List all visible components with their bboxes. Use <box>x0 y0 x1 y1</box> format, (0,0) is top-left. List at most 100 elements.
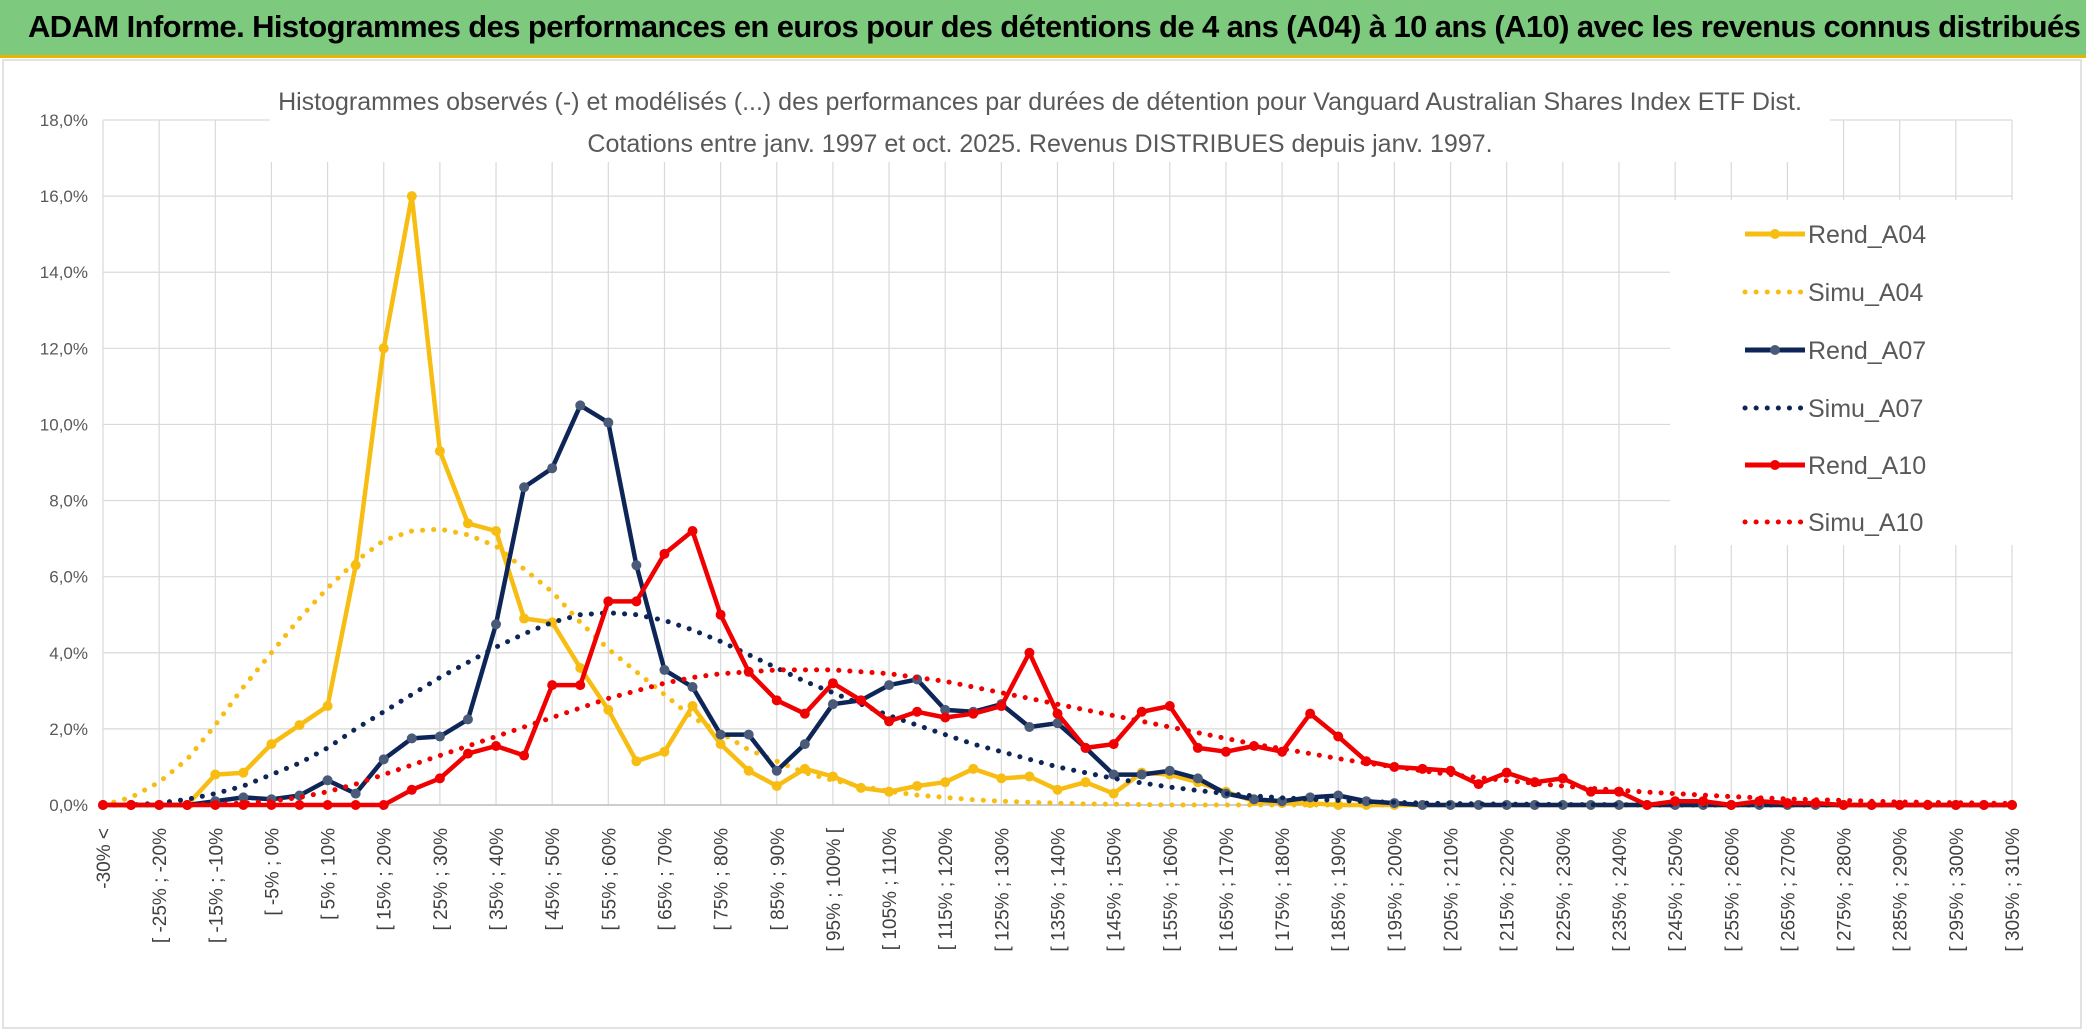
x-tick-label: [ 85% ; 90% <box>768 828 789 931</box>
data-point-rend-a10 <box>996 701 1007 712</box>
x-tick-label: [ 195% ; 200% <box>1385 828 1406 952</box>
x-tick-label: [ 305% ; 310% <box>2003 828 2024 952</box>
legend-label-simu-a04: Simu_A04 <box>1808 279 1923 307</box>
data-point-rend-a04 <box>434 446 445 457</box>
x-tick-label: [ -25% ; -20% <box>150 828 171 943</box>
data-point-rend-a04 <box>940 777 951 788</box>
data-point-rend-a10 <box>491 741 502 752</box>
x-tick-label: [ 135% ; 140% <box>1049 828 1070 952</box>
data-point-rend-a07 <box>771 765 782 776</box>
data-point-rend-a04 <box>968 763 979 774</box>
data-point-rend-a10 <box>1670 796 1681 807</box>
y-tick-label: 16,0% <box>40 187 88 206</box>
legend-marker-rend-a07 <box>1770 345 1780 355</box>
data-point-rend-a04 <box>406 191 417 202</box>
data-point-rend-a10 <box>884 716 895 727</box>
y-tick-label: 4,0% <box>49 644 88 663</box>
x-tick-label: [ 155% ; 160% <box>1161 828 1182 952</box>
legend-label-rend-a04: Rend_A04 <box>1808 221 1926 249</box>
data-point-rend-a10 <box>294 800 305 810</box>
data-point-rend-a10 <box>1866 800 1877 810</box>
data-point-rend-a07 <box>378 754 389 765</box>
data-point-rend-a10 <box>519 750 530 761</box>
title-background <box>270 82 1830 162</box>
data-point-rend-a10 <box>1220 746 1231 757</box>
y-tick-label: 0,0% <box>49 796 88 815</box>
x-tick-label: [ 115% ; 120% <box>936 828 957 950</box>
data-point-rend-a10 <box>547 680 558 691</box>
data-point-rend-a10 <box>799 708 810 719</box>
data-point-rend-a10 <box>1782 798 1793 809</box>
data-point-rend-a04 <box>1080 777 1091 788</box>
data-point-rend-a04 <box>912 780 923 791</box>
data-point-rend-a10 <box>1108 739 1119 750</box>
data-point-rend-a10 <box>715 609 726 620</box>
x-tick-label: [ 15% ; 20% <box>375 828 396 931</box>
data-point-rend-a04 <box>771 780 782 791</box>
x-tick-label: [ 225% ; 230% <box>1554 828 1575 952</box>
legend: Rend_A04 Simu_A04 Rend_A07 Simu_A07 Rend_A10… <box>1742 221 1926 537</box>
data-point-rend-a07 <box>434 731 445 742</box>
y-tick-label: 12,0% <box>40 339 88 358</box>
data-point-rend-a04 <box>294 720 305 731</box>
x-tick-label: [ 175% ; 180% <box>1273 828 1294 952</box>
data-point-rend-a10 <box>126 800 137 810</box>
legend-label-simu-a10: Simu_A10 <box>1808 509 1923 537</box>
data-point-rend-a07 <box>406 733 417 744</box>
data-point-rend-a07 <box>1164 765 1175 776</box>
data-point-rend-a10 <box>1642 800 1653 810</box>
x-tick-label: [ 25% ; 30% <box>431 828 452 931</box>
x-tick-label: [ 75% ; 80% <box>712 828 733 931</box>
data-point-rend-a10 <box>1557 773 1568 784</box>
data-point-rend-a10 <box>1473 779 1484 790</box>
data-point-rend-a04 <box>322 701 333 712</box>
series-lines <box>98 191 2017 810</box>
data-point-rend-a10 <box>603 596 614 607</box>
data-point-rend-a07 <box>940 704 951 715</box>
data-point-rend-a04 <box>238 767 249 778</box>
data-point-rend-a10 <box>771 695 782 706</box>
legend-background <box>1670 200 2020 545</box>
data-point-rend-a07 <box>743 729 754 740</box>
data-point-rend-a04 <box>687 701 698 712</box>
data-point-rend-a10 <box>378 800 389 810</box>
data-point-rend-a07 <box>491 619 502 630</box>
x-tick-label: [ 295% ; 300% <box>1947 828 1968 952</box>
data-point-rend-a10 <box>631 596 642 607</box>
data-point-rend-a10 <box>1080 742 1091 753</box>
data-point-rend-a10 <box>1333 731 1344 742</box>
data-point-rend-a07 <box>827 699 838 710</box>
data-point-rend-a10 <box>182 800 193 810</box>
data-point-rend-a10 <box>1838 800 1849 810</box>
chart-area-border <box>2 59 2082 1029</box>
series-line-simu-a07 <box>100 610 2015 808</box>
data-point-rend-a04 <box>575 663 586 673</box>
data-point-rend-a04 <box>715 739 726 750</box>
data-point-rend-a10 <box>1192 742 1203 753</box>
data-point-rend-a04 <box>210 769 221 780</box>
x-tick-label: [ 35% ; 40% <box>487 828 508 931</box>
data-point-rend-a04 <box>1024 771 1035 782</box>
data-point-rend-a04 <box>378 343 389 354</box>
x-tick-label: [ 245% ; 250% <box>1666 828 1687 952</box>
data-point-rend-a07 <box>1361 796 1372 807</box>
data-point-rend-a04 <box>743 765 754 776</box>
chart-title-line2: Cotations entre janv. 1997 et oct. 2025.… <box>587 130 1492 158</box>
x-tick-label: [ 105% ; 110% <box>880 828 901 950</box>
legend-label-rend-a10: Rend_A10 <box>1808 452 1926 480</box>
data-point-rend-a07 <box>519 482 530 493</box>
data-point-rend-a07 <box>238 792 249 803</box>
legend-marker-rend-a10 <box>1770 460 1780 470</box>
data-point-rend-a10 <box>350 800 361 810</box>
data-point-rend-a07 <box>603 417 614 428</box>
data-point-rend-a10 <box>968 708 979 719</box>
data-point-rend-a10 <box>2007 800 2017 810</box>
data-point-rend-a07 <box>884 680 895 691</box>
data-point-rend-a10 <box>1164 701 1175 712</box>
data-point-rend-a07 <box>799 739 810 750</box>
x-tick-label: [ 205% ; 210% <box>1442 828 1463 952</box>
y-tick-label: 8,0% <box>49 492 88 511</box>
y-tick-label: 10,0% <box>40 415 88 434</box>
